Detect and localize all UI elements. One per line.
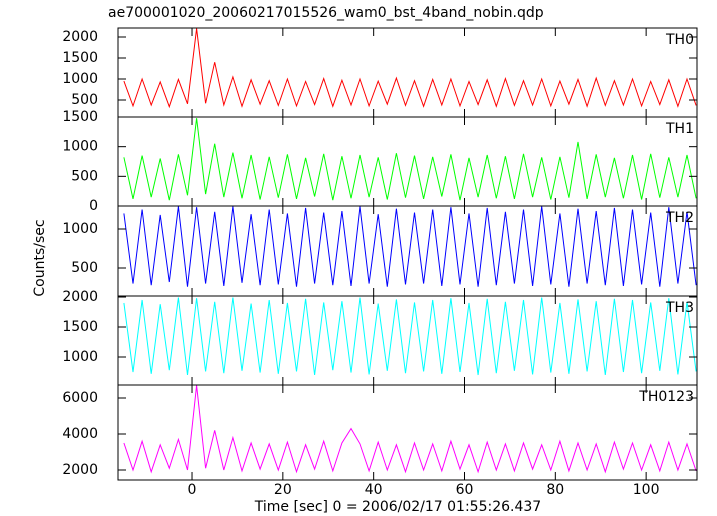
y-tick-label: 6000 bbox=[62, 390, 98, 406]
x-tick-label: 0 bbox=[188, 482, 197, 498]
x-tick-label: 100 bbox=[633, 482, 660, 498]
y-tick-label: 500 bbox=[71, 92, 98, 108]
panel-frame bbox=[117, 295, 698, 386]
series-label: TH0 bbox=[665, 32, 694, 48]
y-tick-label: 2000 bbox=[62, 29, 98, 45]
series-line bbox=[123, 297, 697, 376]
series-label: TH0123 bbox=[638, 389, 694, 405]
x-axis-label: Time [sec] 0 = 2006/02/17 01:55:26.437 bbox=[254, 499, 541, 515]
y-tick-label: 1000 bbox=[62, 221, 98, 237]
y-tick-label: 1500 bbox=[62, 109, 98, 125]
panel-frame bbox=[117, 27, 698, 118]
series-line bbox=[123, 28, 697, 109]
series-line bbox=[123, 385, 697, 474]
series-label: TH1 bbox=[665, 121, 694, 137]
y-tick-label: 2000 bbox=[62, 462, 98, 478]
y-tick-label: 1000 bbox=[62, 71, 98, 87]
x-tick-label: 80 bbox=[546, 482, 564, 498]
series-line bbox=[123, 206, 697, 287]
chart-title: ae700001020_20060217015526_wam0_bst_4ban… bbox=[108, 5, 544, 21]
y-axis-label: Counts/sec bbox=[32, 219, 48, 296]
y-tick-label: 1500 bbox=[62, 50, 98, 66]
panel-frame bbox=[117, 384, 698, 481]
y-tick-label: 4000 bbox=[62, 426, 98, 442]
x-tick-label: 40 bbox=[365, 482, 383, 498]
panel-frame bbox=[117, 205, 698, 297]
panel-frame bbox=[117, 116, 698, 207]
y-tick-label: 1500 bbox=[62, 319, 98, 335]
y-tick-label: 1000 bbox=[62, 349, 98, 365]
y-tick-label: 2000 bbox=[62, 289, 98, 305]
y-tick-label: 1000 bbox=[62, 139, 98, 155]
x-tick-label: 60 bbox=[456, 482, 474, 498]
series-label: TH2 bbox=[665, 210, 694, 226]
y-tick-label: 0 bbox=[89, 198, 98, 214]
y-tick-label: 500 bbox=[71, 260, 98, 276]
series-line bbox=[123, 118, 697, 201]
series-label: TH3 bbox=[665, 300, 694, 316]
x-tick-label: 20 bbox=[274, 482, 292, 498]
y-tick-label: 500 bbox=[71, 168, 98, 184]
